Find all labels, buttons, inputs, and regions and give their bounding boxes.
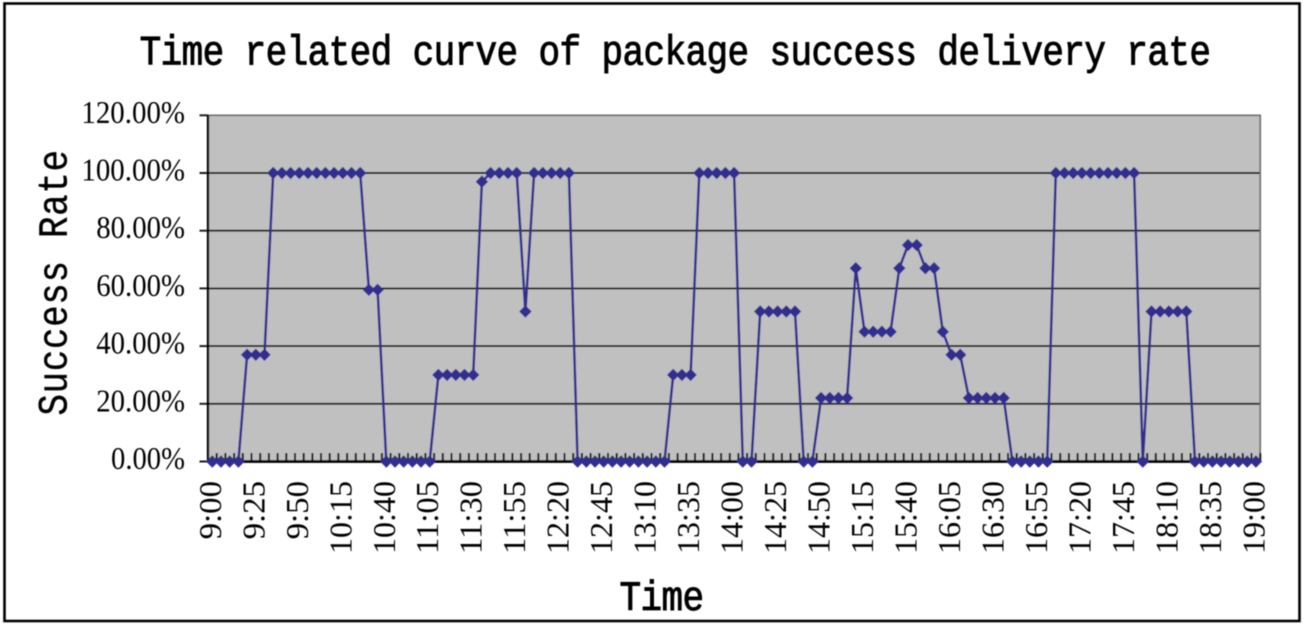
svg-text:18:10: 18:10 (1149, 481, 1184, 554)
svg-text:0.00%: 0.00% (111, 441, 185, 476)
svg-text:18:35: 18:35 (1193, 481, 1228, 554)
svg-text:9:25: 9:25 (236, 481, 271, 539)
svg-text:16:55: 16:55 (1019, 481, 1054, 554)
svg-text:20.00%: 20.00% (96, 383, 185, 418)
svg-text:Time: Time (620, 576, 704, 623)
svg-text:15:40: 15:40 (889, 481, 924, 554)
svg-text:12:20: 12:20 (541, 481, 576, 554)
svg-text:14:00: 14:00 (715, 481, 750, 554)
svg-text:12:45: 12:45 (584, 481, 619, 554)
svg-text:17:45: 17:45 (1106, 481, 1141, 554)
svg-text:Success Rate: Success Rate (32, 149, 79, 415)
svg-text:14:50: 14:50 (802, 481, 837, 554)
svg-text:11:55: 11:55 (497, 481, 532, 554)
svg-text:15:15: 15:15 (845, 481, 880, 554)
svg-text:60.00%: 60.00% (96, 268, 185, 303)
svg-text:11:05: 11:05 (410, 481, 445, 554)
svg-text:9:00: 9:00 (193, 481, 228, 539)
svg-text:120.00%: 120.00% (81, 95, 185, 130)
svg-text:19:00: 19:00 (1236, 481, 1271, 554)
svg-text:16:30: 16:30 (976, 481, 1011, 554)
svg-text:10:40: 10:40 (367, 481, 402, 554)
svg-text:16:05: 16:05 (932, 481, 967, 554)
svg-text:Time related curve of package: Time related curve of package success de… (140, 30, 1211, 77)
svg-text:13:35: 13:35 (671, 481, 706, 554)
svg-text:14:25: 14:25 (758, 481, 793, 554)
svg-text:9:50: 9:50 (280, 481, 315, 539)
svg-text:11:30: 11:30 (454, 481, 489, 554)
svg-text:10:15: 10:15 (323, 481, 358, 554)
svg-text:17:20: 17:20 (1062, 481, 1097, 554)
svg-text:80.00%: 80.00% (96, 210, 185, 245)
svg-text:40.00%: 40.00% (96, 326, 185, 361)
svg-text:13:10: 13:10 (628, 481, 663, 554)
svg-text:100.00%: 100.00% (81, 153, 185, 188)
